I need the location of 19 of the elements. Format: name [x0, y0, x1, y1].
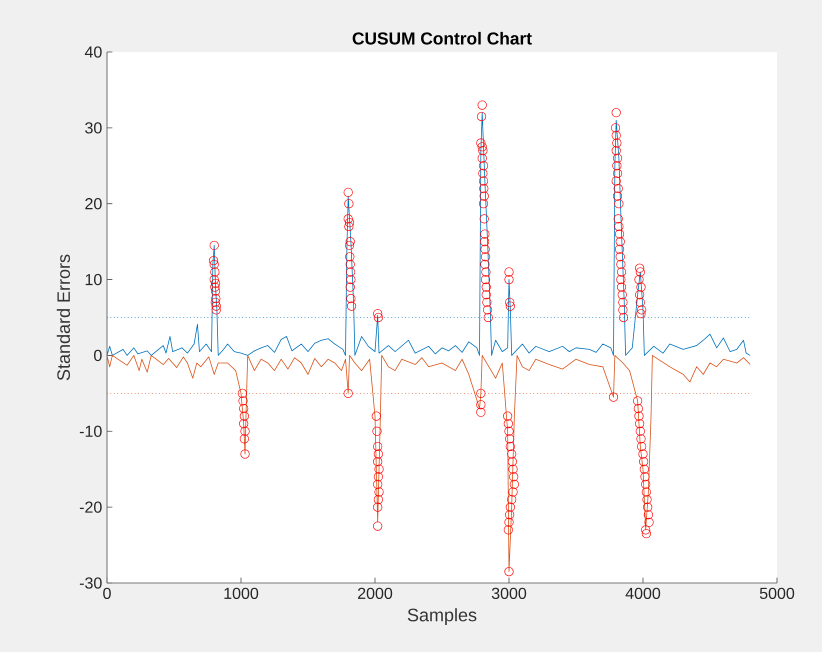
x-tick-label: 0	[103, 588, 111, 600]
y-tick-label: 30	[85, 122, 102, 134]
chart-title: CUSUM Control Chart	[352, 32, 532, 45]
y-axis-title: Standard Errors	[56, 254, 70, 380]
y-tick-label: 40	[84, 46, 102, 58]
y-tick-label: -30	[80, 577, 102, 589]
x-tick-label: 1000	[224, 588, 258, 600]
x-tick-label: 5000	[760, 588, 794, 600]
y-tick-label: 20	[85, 198, 102, 210]
y-tick-label: -20	[80, 501, 102, 513]
y-tick-label: 0	[94, 350, 102, 362]
y-tick-label: 10	[86, 274, 102, 286]
x-tick-label: 2000	[358, 588, 392, 600]
x-tick-label: 3000	[492, 588, 526, 600]
line-series	[106, 112, 751, 356]
y-tick-label: -10	[80, 426, 102, 437]
line-series	[106, 355, 751, 572]
x-axis-title: Samples	[408, 608, 476, 625]
x-tick-label: 4000	[626, 588, 660, 600]
